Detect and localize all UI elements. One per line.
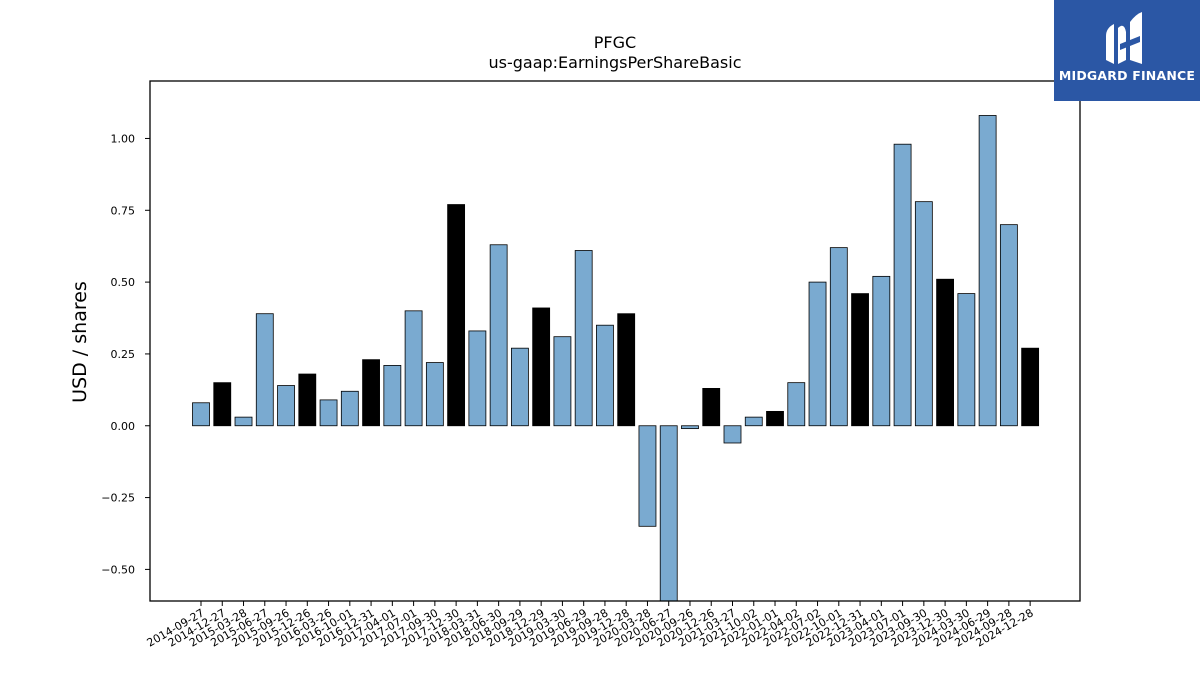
y-tick-label: 1.00 [111,132,136,145]
bar-2015-06-27 [255,313,274,427]
y-axis-label: USD / shares [69,281,91,403]
y-tick-label: 0.50 [111,276,136,289]
bar-2022-04-02 [787,382,806,427]
bar-2020-03-28 [638,425,657,527]
bar-2023-07-01 [893,143,912,427]
y-tick-label: 0.75 [111,204,136,217]
bar-2017-09-30 [425,362,444,427]
bar-2022-12-31 [851,293,869,427]
plot-frame [149,80,1081,602]
bar-2015-03-28 [234,416,253,427]
bar-2024-06-29 [978,115,997,427]
y-tick-label: 0.00 [111,420,136,433]
bar-2023-12-30 [936,278,954,427]
bar-2018-06-30 [489,244,508,427]
bar-2022-01-01 [766,410,784,427]
chart-title: PFGC [594,33,636,52]
bar-2014-12-27 [213,382,232,427]
bar-2024-09-28 [999,224,1018,427]
bar-2024-03-30 [957,293,976,427]
bar-2020-12-26 [702,387,721,427]
bar-2019-09-28 [596,324,614,427]
bar-2017-12-30 [447,204,466,427]
bar-2018-03-31 [468,330,487,427]
bar-2022-10-01 [829,247,848,427]
brand-logo: MIDGARD FINANCE [1054,0,1200,101]
bar-2015-12-26 [298,373,317,427]
bar-2016-10-01 [340,390,359,427]
bar-group [192,115,1040,602]
midgard-logo-icon [1106,12,1142,64]
bar-2023-04-01 [872,275,891,427]
y-tick-label: 0.25 [111,348,136,361]
bar-2016-12-31 [362,359,380,427]
bar-2019-06-29 [574,250,593,427]
bar-2024-12-28 [1021,347,1040,427]
bar-2021-10-02 [744,416,763,427]
bar-2015-09-26 [277,385,295,427]
bar-2017-04-01 [383,365,402,427]
bar-2018-09-29 [510,347,529,427]
bar-2020-06-27 [659,425,678,602]
bar-2023-09-30 [914,201,933,427]
bar-2021-03-27 [723,425,742,444]
brand-name: MIDGARD FINANCE [1058,68,1196,83]
x-axis-ticks: 2014-09-272014-12-272015-03-282015-06-27… [145,601,1036,650]
bar-2022-07-02 [808,281,827,427]
chart-subtitle: us-gaap:EarningsPerShareBasic [488,53,741,72]
bar-2017-07-01 [404,310,423,427]
bar-2020-09-26 [681,425,699,430]
bar-2019-03-30 [553,336,572,427]
y-tick-label: −0.25 [101,492,135,505]
bar-2019-12-28 [617,313,636,427]
bar-2018-12-29 [532,307,551,427]
y-axis-ticks: −0.50 −0.25 0.00 0.25 0.50 0.75 1.00 [101,132,150,576]
y-tick-label: −0.50 [101,563,135,576]
bar-2016-03-26 [319,399,338,427]
bar-2014-09-27 [192,402,210,427]
